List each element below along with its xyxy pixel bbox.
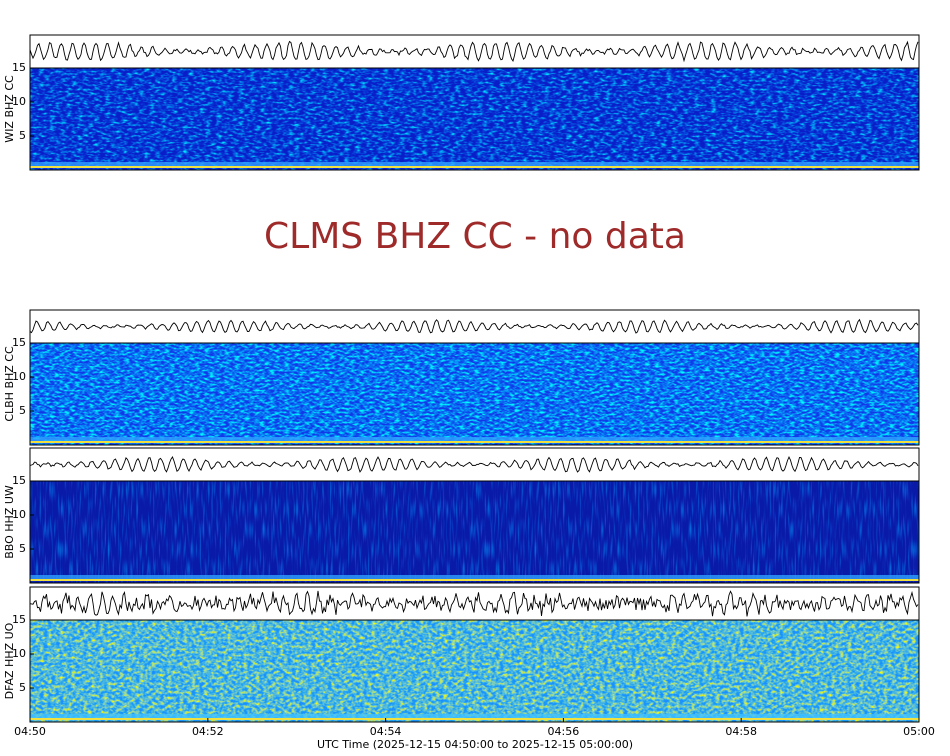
station-label: CLBH BHZ CC <box>3 346 16 422</box>
spectrogram-texture <box>30 620 919 722</box>
waveform-frame <box>29 309 920 344</box>
waveform <box>29 40 919 63</box>
spectrogram-frame <box>29 67 920 171</box>
x-tick-label: 04:52 <box>192 725 224 738</box>
station-label: WIZ BHZ CC <box>3 75 16 143</box>
low-frequency-band <box>30 437 919 442</box>
y-tick-label: 15 <box>12 336 26 349</box>
low-frequency-band <box>30 162 919 167</box>
y-tick-label: 15 <box>12 61 26 74</box>
waveform-frame <box>29 586 920 621</box>
waveform <box>29 318 919 334</box>
low-frequency-band <box>30 579 919 581</box>
waveform <box>29 590 919 617</box>
x-tick-label: 04:58 <box>725 725 757 738</box>
y-tick-label: 10 <box>12 95 26 108</box>
no-data-message: CLMS BHZ CC - no data <box>264 216 686 257</box>
y-tick-label: 10 <box>12 370 26 383</box>
spectrogram-texture <box>30 481 919 583</box>
station-label: DFAZ HHZ UO <box>3 622 16 699</box>
y-tick-label: 15 <box>12 613 26 626</box>
spectrogram-frame <box>29 342 920 446</box>
low-frequency-band <box>30 441 919 443</box>
spectrogram-frame <box>29 619 920 723</box>
y-tick-label: 5 <box>19 681 26 694</box>
waveform-frame <box>29 34 920 69</box>
waveform <box>29 456 919 473</box>
low-frequency-band <box>30 166 919 168</box>
y-tick-label: 10 <box>12 647 26 660</box>
x-tick-label: 04:56 <box>548 725 580 738</box>
y-tick-label: 5 <box>19 129 26 142</box>
spectrogram-texture <box>30 68 919 170</box>
x-axis-label: UTC Time (2025-12-15 04:50:00 to 2025-12… <box>317 738 633 751</box>
waveform-frame <box>29 447 920 482</box>
low-frequency-band <box>30 575 919 580</box>
x-tick-label: 04:54 <box>370 725 402 738</box>
y-tick-label: 5 <box>19 542 26 555</box>
low-frequency-band <box>30 714 919 719</box>
x-tick-label: 04:50 <box>14 725 46 738</box>
y-tick-label: 15 <box>12 474 26 487</box>
spectrogram-frame <box>29 480 920 584</box>
station-label: BBO HHZ UW <box>3 485 16 559</box>
low-frequency-band <box>30 718 919 720</box>
x-tick-label: 05:00 <box>903 725 935 738</box>
spectrogram-texture <box>30 343 919 445</box>
y-tick-label: 10 <box>12 508 26 521</box>
y-tick-label: 5 <box>19 404 26 417</box>
